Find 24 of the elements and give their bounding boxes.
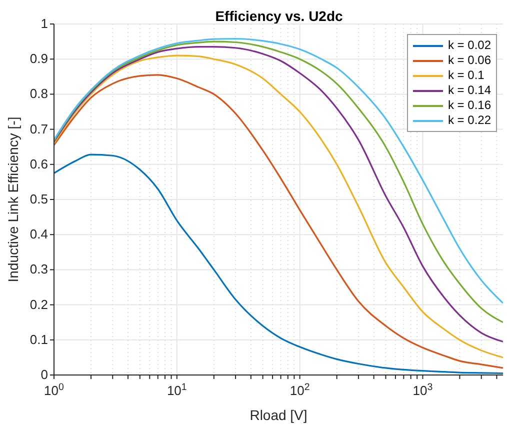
x-tick-label: 10$^{3}$ [412,382,433,398]
y-tick-label: 1 [40,16,48,31]
y-tick-label: 0.7 [30,121,48,136]
y-tick-label: 0.5 [30,192,48,206]
x-tick-label: 10$^{0}$ [44,382,65,398]
x-tick-label: 10$^{1}$ [166,382,187,398]
y-tick-label: 0.8 [30,86,48,102]
x-axis-title: Rload [V] [250,407,308,423]
legend-label: k = 0.02 [448,38,491,53]
y-axis-title: Inductive Link Efficiency [-] [4,116,21,282]
y-tick-label: 0.3 [30,262,48,277]
y-tick-label: 0.6 [30,156,48,172]
y-tick-label: 0.1 [30,332,48,347]
legend-label: k = 0.14 [448,83,491,98]
legend-label: k = 0.22 [448,113,491,128]
legend-label: k = 0.1 [448,68,484,83]
legend-label: k = 0.16 [448,98,491,113]
y-tick-label: 0 [40,367,48,382]
y-tick-label: 0.4 [30,226,48,242]
legend-label: k = 0.06 [448,53,491,68]
chart-title: Efficiency vs. U2dc [214,8,344,24]
x-tick-label: 10$^{2}$ [290,382,310,398]
y-tick-label: 0.9 [30,51,48,66]
y-tick-label: 0.2 [30,296,48,312]
